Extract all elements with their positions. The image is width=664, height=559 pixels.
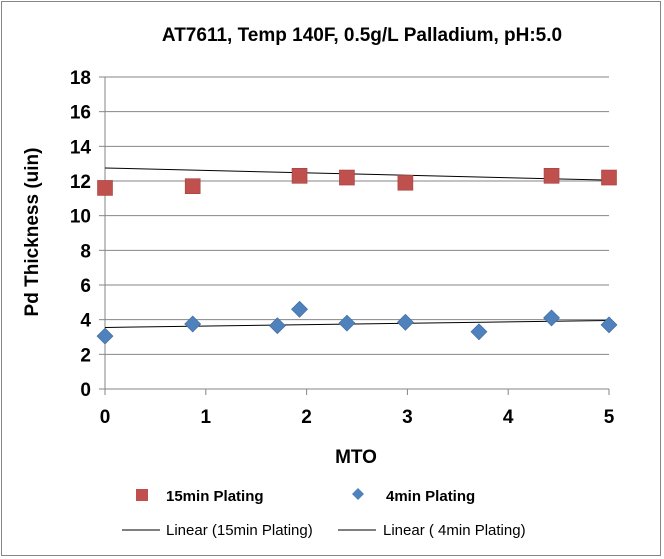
y-axis-label: Pd Thickness (uin) [22, 148, 43, 317]
point-4min-7 [543, 309, 560, 327]
x-tick-labels: 0 1 2 3 4 5 [100, 407, 615, 428]
point-4min-5 [396, 313, 414, 331]
point-4min-8 [600, 316, 618, 334]
point-4min-0 [96, 327, 114, 345]
gridlines [105, 76, 609, 355]
point-4min-2 [268, 317, 286, 335]
legend-label-linear-4min: Linear ( 4min Plating) [383, 522, 526, 539]
y-tick-label-0: 0 [80, 380, 91, 401]
legend-label-4min: 4min Plating [386, 488, 475, 505]
x-tick-label-5: 5 [604, 407, 615, 428]
legend-label-15min: 15min Plating [166, 488, 264, 505]
point-4min-3 [291, 300, 308, 318]
x-tick-label-4: 4 [503, 407, 514, 428]
point-15min-3 [339, 169, 355, 186]
legend-marker-15min [136, 489, 148, 501]
point-15min-1 [184, 178, 201, 194]
point-15min-5 [543, 168, 560, 184]
y-tick-label-12: 12 [70, 172, 91, 193]
point-15min-0 [97, 180, 113, 196]
legend: 15min Plating 4min Plating Linear (15min… [122, 488, 526, 539]
y-tick-label-18: 18 [70, 68, 91, 89]
trendlines [104, 167, 610, 328]
point-15min-6 [601, 169, 617, 186]
legend-marker-4min [352, 488, 364, 500]
point-15min-4 [397, 174, 414, 191]
y-tick-label-8: 8 [80, 241, 91, 262]
trendline-0 [104, 167, 610, 181]
chart-title: AT7611, Temp 140F, 0.5g/L Palladium, pH:… [162, 25, 562, 46]
y-tick-label-2: 2 [80, 345, 91, 366]
legend-label-linear-15min: Linear (15min Plating) [166, 522, 313, 539]
x-tick-label-0: 0 [100, 407, 111, 428]
y-tick-labels: 0 2 4 6 8 10 12 14 16 18 [70, 68, 92, 401]
axes [99, 76, 610, 395]
x-tick-label-3: 3 [402, 407, 413, 428]
y-tick-label-16: 16 [70, 103, 91, 124]
x-tick-label-2: 2 [301, 407, 312, 428]
x-tick-label-1: 1 [201, 407, 212, 428]
point-15min-2 [291, 168, 308, 184]
point-4min-6 [470, 323, 488, 341]
data-points [96, 168, 618, 345]
y-tick-label-6: 6 [80, 276, 91, 297]
y-tick-label-10: 10 [70, 207, 91, 228]
trendline-1 [104, 320, 610, 328]
point-4min-4 [338, 314, 356, 332]
y-tick-label-14: 14 [70, 137, 92, 158]
y-tick-label-4: 4 [80, 311, 91, 332]
x-axis-label: MTO [335, 447, 377, 468]
point-4min-1 [184, 315, 202, 333]
